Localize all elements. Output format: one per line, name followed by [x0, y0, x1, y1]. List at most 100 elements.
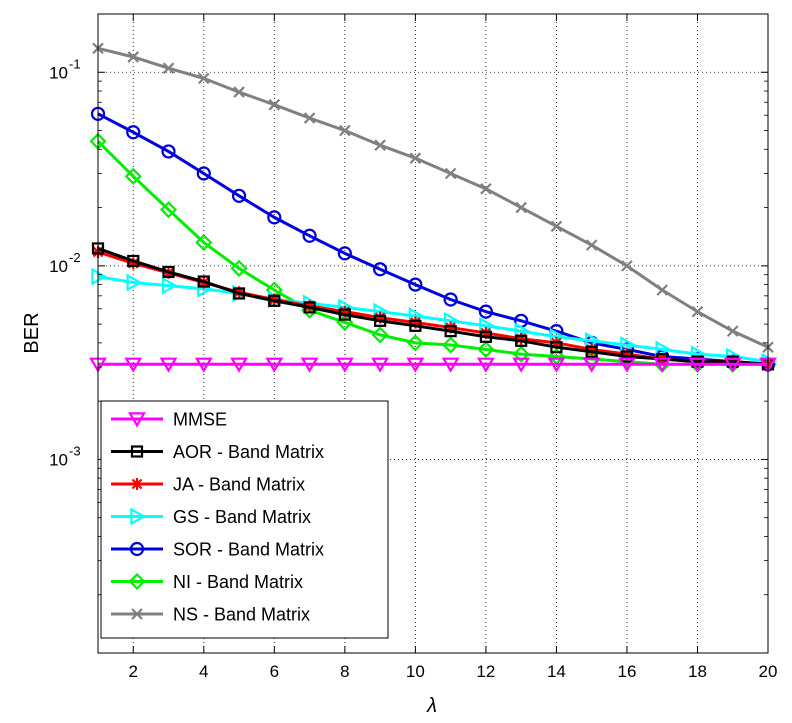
legend-item: AOR - Band Matrix: [111, 442, 324, 462]
legend-item: GS - Band Matrix: [111, 507, 311, 527]
y-tick-label-exponent: -3: [69, 443, 81, 458]
data-point: [159, 357, 178, 373]
data-point: [126, 125, 141, 140]
series-ns-band-matrix: [92, 42, 774, 353]
legend-item: NI - Band Matrix: [111, 572, 303, 592]
legend-marker: [130, 507, 147, 526]
legend-item: NS - Band Matrix: [111, 605, 310, 625]
data-point: [656, 284, 668, 296]
legend-item: SOR - Band Matrix: [111, 540, 324, 560]
data-point: [159, 201, 178, 219]
data-point: [197, 275, 210, 288]
x-tick-label: 16: [617, 662, 636, 681]
data-point: [408, 277, 423, 292]
data-point: [127, 257, 140, 270]
data-point: [409, 319, 422, 332]
data-point: [406, 357, 425, 373]
data-point: [653, 357, 672, 373]
data-point: [691, 305, 704, 318]
data-point: [585, 239, 598, 251]
x-tick-label: 18: [688, 662, 707, 681]
data-point: [268, 294, 281, 307]
x-tick-label: 20: [759, 662, 778, 681]
data-point: [230, 259, 248, 277]
legend-item: JA - Band Matrix: [111, 475, 305, 495]
data-point: [124, 167, 142, 185]
data-point: [373, 262, 388, 277]
legend-label: NI - Band Matrix: [173, 572, 303, 592]
data-point: [265, 357, 284, 373]
data-point: [124, 357, 143, 373]
series-group: [89, 42, 778, 373]
legend-label: AOR - Band Matrix: [173, 442, 324, 462]
data-point: [194, 357, 213, 373]
data-point: [268, 98, 281, 111]
x-tick-label: 8: [340, 662, 349, 681]
x-tick-label: 6: [270, 662, 279, 681]
data-point: [550, 341, 563, 354]
data-point: [441, 357, 460, 373]
x-axis-label: λ: [426, 695, 437, 717]
legend-marker: [129, 541, 145, 557]
data-point: [196, 166, 211, 181]
data-point: [515, 332, 528, 345]
legend-marker: [130, 445, 144, 458]
x-tick-label: 2: [129, 662, 138, 681]
legend-item: MMSE: [111, 410, 227, 430]
data-point: [585, 345, 598, 358]
y-tick-label-exponent: -1: [69, 56, 81, 71]
data-point: [444, 325, 457, 338]
data-point: [621, 260, 633, 272]
data-point: [478, 304, 493, 319]
data-point: [515, 334, 528, 347]
data-point: [477, 340, 495, 358]
data-point: [406, 334, 424, 352]
data-point: [127, 51, 140, 63]
data-point: [444, 321, 457, 334]
data-point: [339, 124, 351, 137]
y-tick-label: 10: [49, 257, 68, 276]
data-point: [198, 72, 210, 85]
legend-marker: [128, 412, 146, 428]
data-point: [302, 228, 317, 243]
data-point: [126, 273, 143, 292]
y-axis-label: BER: [21, 312, 43, 353]
series-line: [97, 46, 769, 349]
legend-box: [100, 400, 389, 639]
data-point: [162, 265, 175, 279]
data-point: [161, 144, 176, 159]
legend-label: GS - Band Matrix: [173, 507, 311, 527]
data-point: [338, 308, 351, 321]
data-point: [476, 357, 495, 373]
data-point: [409, 316, 422, 329]
data-point: [409, 152, 422, 164]
series-mmse: [89, 357, 777, 373]
data-point: [479, 330, 492, 343]
y-tick-label: 10: [49, 63, 68, 82]
legend-marker: [131, 608, 143, 620]
data-point: [723, 357, 742, 373]
legend: MMSE AOR - Band Matrix JA - Band Matrix GS …: [100, 400, 389, 639]
data-point: [547, 357, 566, 373]
data-point: [512, 345, 530, 363]
data-point: [303, 112, 316, 124]
x-tick-label: 10: [406, 662, 425, 681]
data-point: [444, 167, 457, 180]
y-tick-label-exponent: -2: [69, 250, 81, 265]
legend-label: MMSE: [173, 410, 227, 430]
legend-label: JA - Band Matrix: [173, 475, 305, 495]
data-point: [688, 357, 707, 373]
data-point: [338, 305, 351, 318]
data-point: [618, 357, 636, 373]
legend-marker: [131, 478, 143, 490]
data-point: [91, 267, 108, 286]
data-point: [550, 220, 563, 233]
x-tick-label: 4: [199, 662, 208, 681]
data-point: [127, 254, 140, 268]
data-point: [371, 357, 390, 373]
x-tick-label: 14: [547, 662, 566, 681]
data-point: [335, 357, 354, 373]
data-point: [726, 325, 739, 337]
